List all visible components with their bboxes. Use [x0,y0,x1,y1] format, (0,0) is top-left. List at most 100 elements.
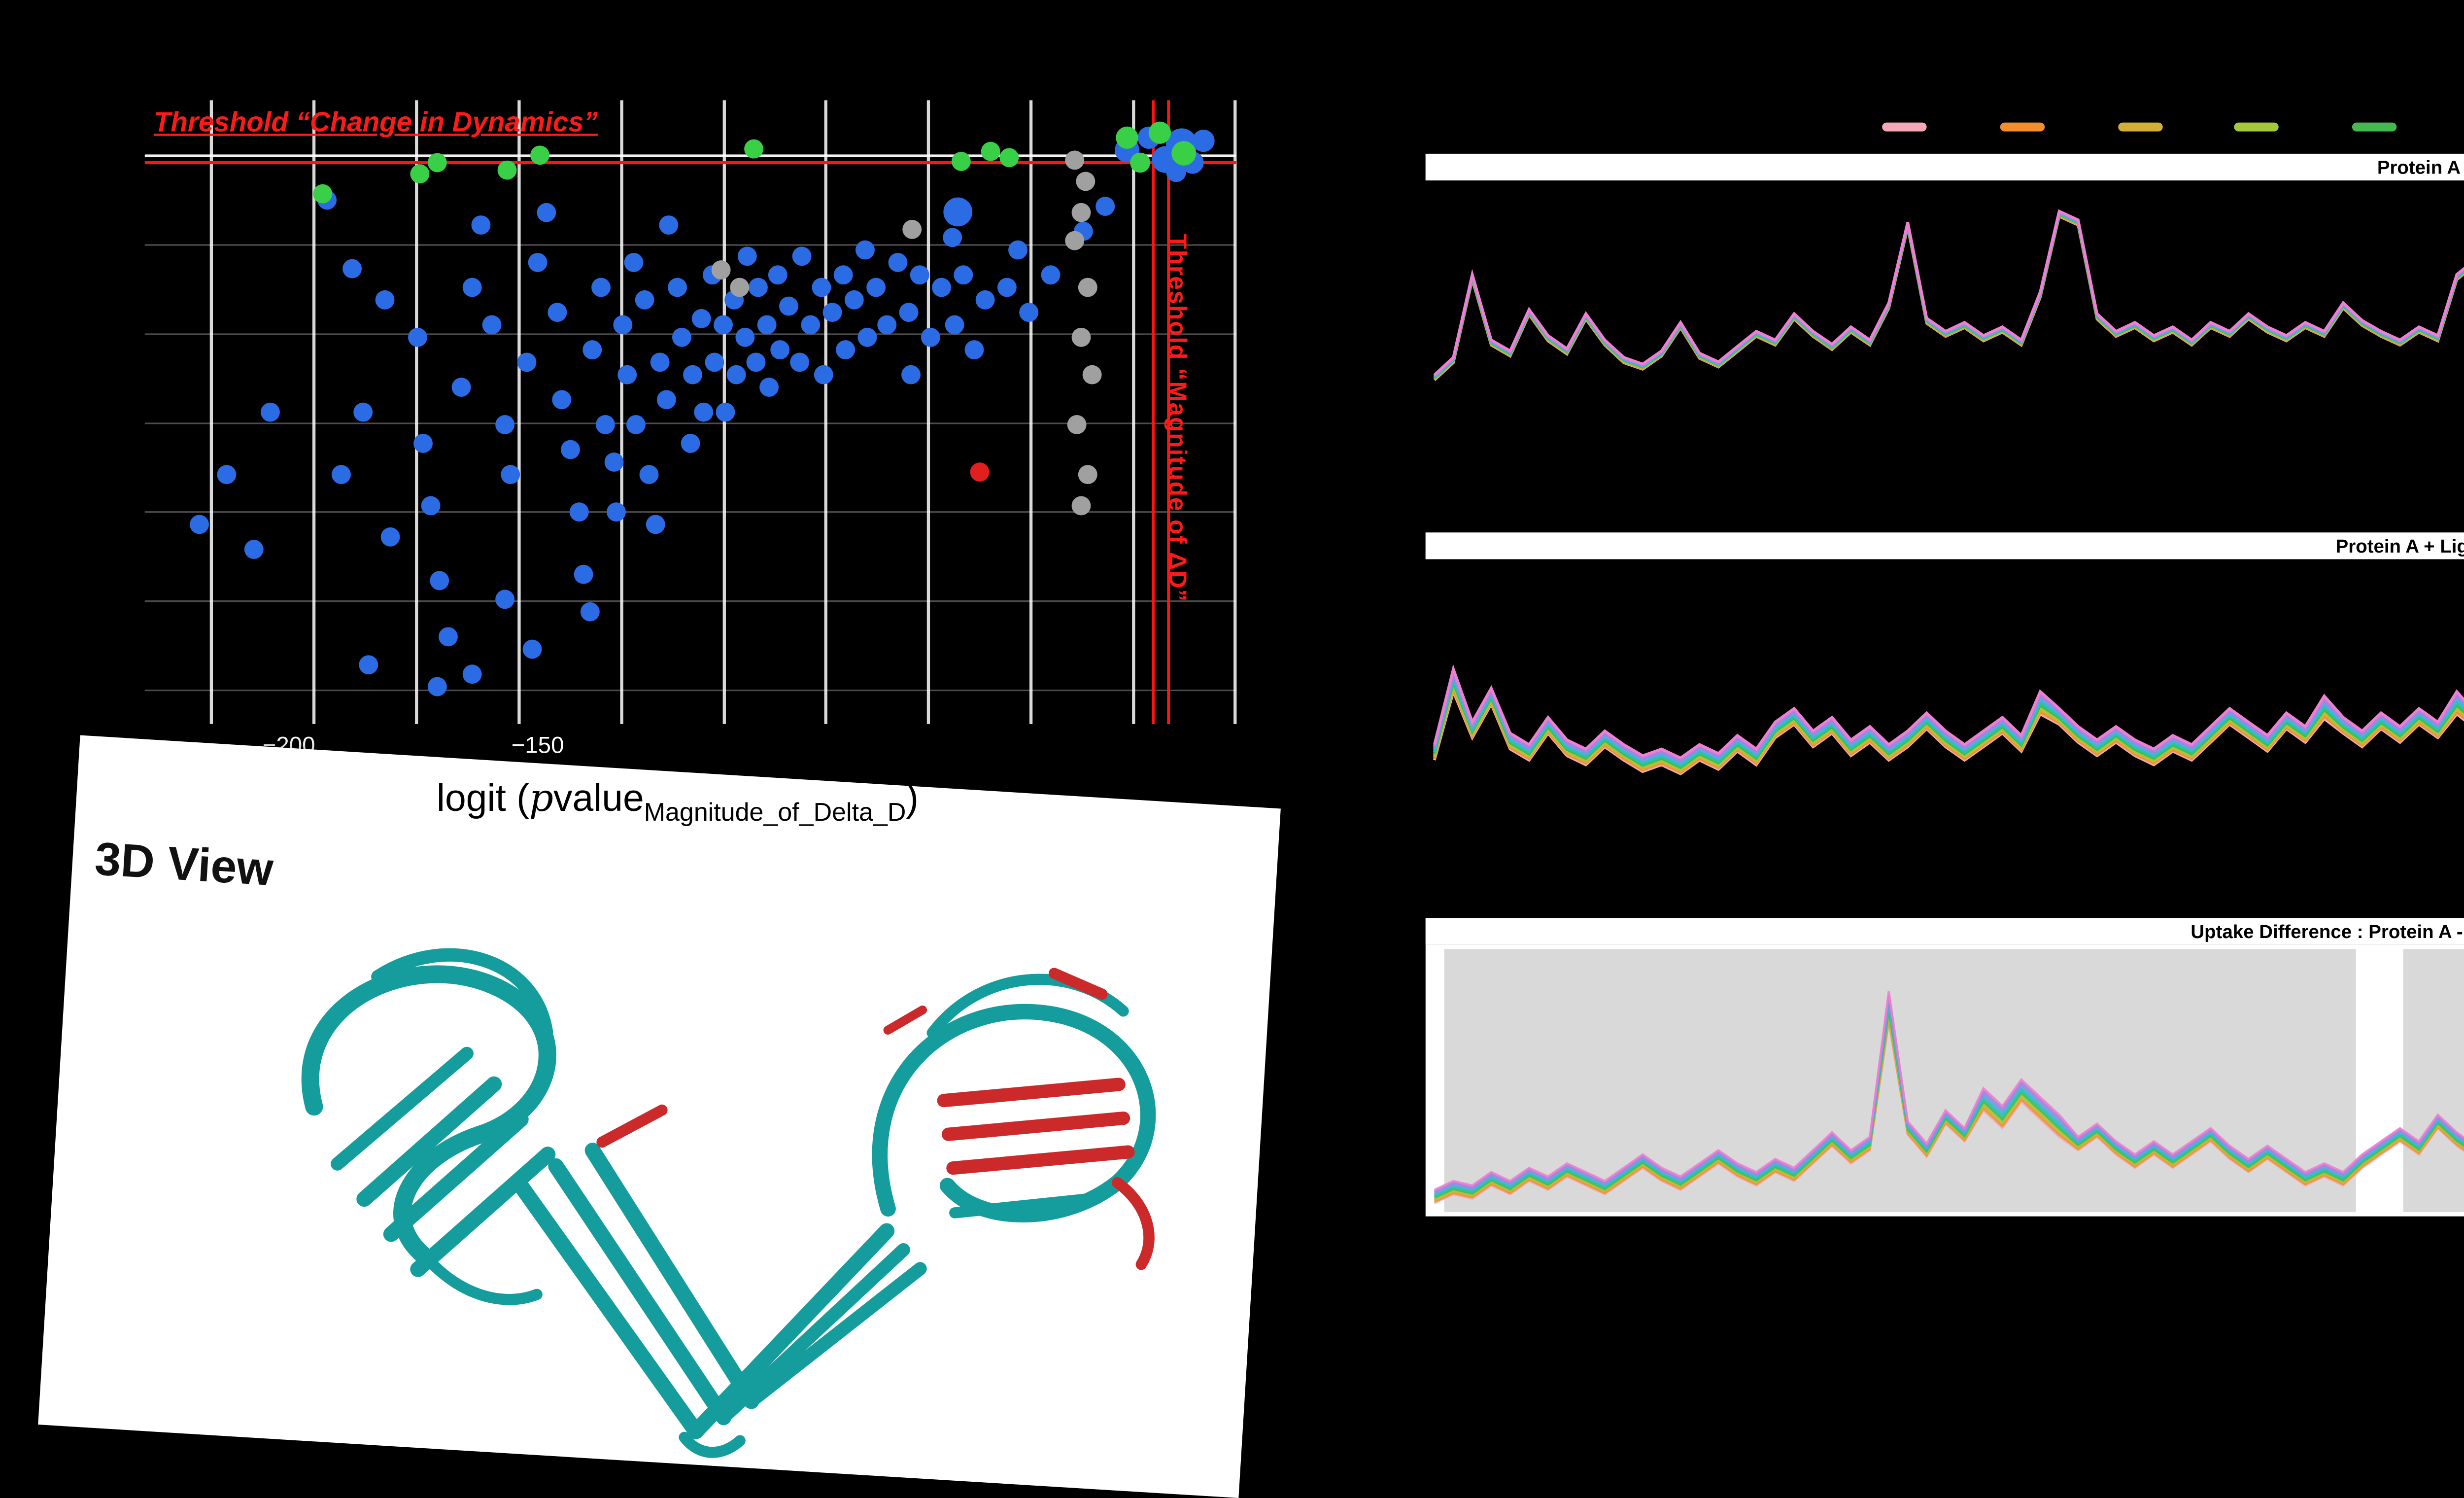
volcano-canvas[interactable] [144,100,1237,724]
scatter-point[interactable] [1078,465,1097,485]
uptake-line[interactable] [1435,216,2464,393]
uptake-line[interactable] [1435,211,2464,375]
scatter-point[interactable] [569,502,589,522]
scatter-point[interactable] [1065,150,1085,170]
scatter-point[interactable] [945,315,964,335]
scatter-point[interactable] [495,415,515,434]
scatter-point[interactable] [244,540,264,559]
scatter-point[interactable] [410,164,430,184]
scatter-point[interactable] [997,278,1017,297]
scatter-point[interactable] [705,352,724,372]
scatter-point[interactable] [613,315,633,335]
scatter-point[interactable] [359,655,378,675]
legend-item-2[interactable] [2117,122,2162,132]
uptake-line[interactable] [1435,214,2464,378]
scatter-point[interactable] [814,365,833,384]
scatter-point[interactable] [427,677,447,697]
scatter-point[interactable] [530,145,549,165]
scatter-point[interactable] [877,315,897,335]
scatter-point[interactable] [737,246,757,266]
scatter-point[interactable] [626,415,646,434]
uptake-line[interactable] [1435,213,2464,377]
scatter-point[interactable] [902,219,922,239]
scatter-point[interactable] [1192,130,1215,152]
protein-3d-structure[interactable] [138,830,1220,1490]
scatter-point[interactable] [822,303,842,322]
scatter-point[interactable] [1082,365,1102,384]
scatter-point[interactable] [999,148,1019,168]
scatter-point[interactable] [1041,265,1061,285]
scatter-point[interactable] [1071,327,1091,347]
scatter-point[interactable] [462,278,482,297]
scatter-point[interactable] [779,296,798,316]
uptake-line[interactable] [1435,608,2464,764]
scatter-point[interactable] [217,465,237,485]
scatter-point[interactable] [537,203,556,222]
scatter-point[interactable] [380,527,400,547]
uptake-plot-protein-a[interactable] [1426,180,2464,526]
scatter-point[interactable] [970,462,990,482]
scatter-point[interactable] [1116,126,1138,149]
legend-item-3[interactable] [2235,122,2280,132]
scatter-point[interactable] [624,252,644,272]
scatter-point[interactable] [790,352,810,372]
scatter-point[interactable] [901,365,921,384]
scatter-point[interactable] [495,590,515,609]
scatter-point[interactable] [591,278,611,297]
scatter-point[interactable] [528,252,548,272]
scatter-point[interactable] [427,153,447,173]
scatter-point[interactable] [759,378,779,397]
scatter-point[interactable] [981,141,1000,161]
scatter-point[interactable] [1148,121,1171,144]
scatter-point[interactable] [580,602,600,622]
uptake-difference-plot[interactable] [1425,944,2464,1217]
scatter-point[interactable] [954,265,973,285]
scatter-point[interactable] [1065,231,1085,250]
uptake-line[interactable] [1435,213,2464,377]
scatter-point[interactable] [844,290,864,310]
scatter-point[interactable] [413,434,433,453]
legend-item-1[interactable] [1999,122,2045,132]
scatter-point[interactable] [659,215,679,235]
scatter-point[interactable] [951,151,971,171]
scatter-point[interactable] [943,197,973,227]
scatter-point[interactable] [888,252,908,272]
scatter-point[interactable] [439,627,458,647]
uptake-line[interactable] [1435,991,2464,1190]
scatter-point[interactable] [768,265,787,285]
scatter-point[interactable] [801,315,821,335]
scatter-point[interactable] [190,515,209,534]
scatter-point[interactable] [746,352,766,372]
uptake-line[interactable] [1435,591,2464,758]
scatter-point[interactable] [430,571,449,591]
scatter-point[interactable] [726,365,746,384]
scatter-point[interactable] [462,664,482,684]
scatter-point[interactable] [770,340,790,360]
scatter-point[interactable] [921,327,940,347]
uptake-line[interactable] [1435,213,2464,377]
scatter-point[interactable] [749,278,768,297]
scatter-point[interactable] [1067,415,1087,434]
scatter-point[interactable] [522,639,542,659]
scatter-point[interactable] [714,315,733,335]
scatter-point[interactable] [1071,203,1091,222]
scatter-point[interactable] [313,184,333,204]
scatter-point[interactable] [730,278,750,297]
scatter-point[interactable] [650,352,670,372]
uptake-line[interactable] [1435,211,2464,375]
scatter-point[interactable] [451,378,471,397]
scatter-point[interactable] [1078,278,1097,297]
scatter-point[interactable] [668,278,687,297]
scatter-point[interactable] [582,340,602,360]
scatter-point[interactable] [964,340,984,360]
scatter-point[interactable] [744,139,764,159]
legend-item-0[interactable] [1882,122,1927,132]
scatter-point[interactable] [331,465,351,485]
scatter-point[interactable] [683,365,703,384]
scatter-point[interactable] [694,402,714,422]
scatter-point[interactable] [910,265,929,285]
scatter-point[interactable] [261,402,280,422]
scatter-point[interactable] [471,215,491,235]
scatter-point[interactable] [1130,152,1150,173]
scatter-point[interactable] [866,278,886,297]
